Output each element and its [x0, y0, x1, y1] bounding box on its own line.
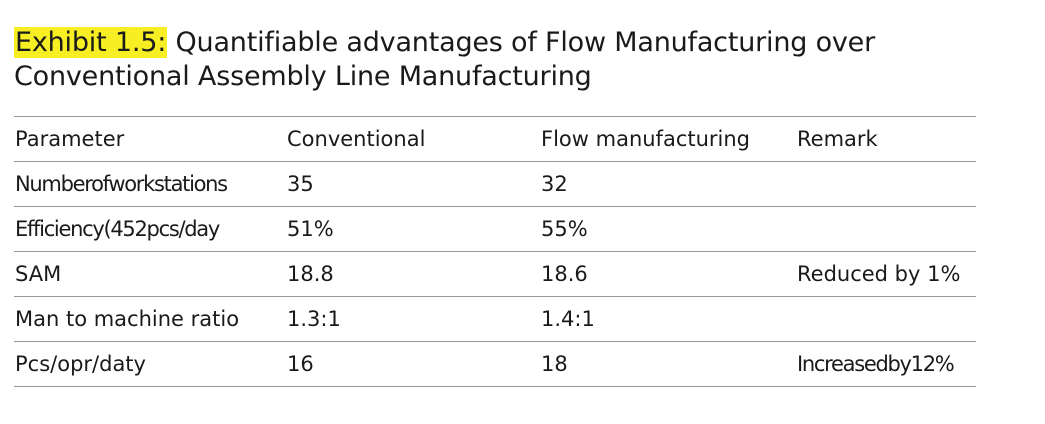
table-row: Pcs/opr/daty 16 18 Increasedby12%: [14, 341, 976, 387]
table-header-row: Parameter Conventional Flow manufacturin…: [14, 116, 976, 162]
table-cell-flow: 55%: [540, 206, 796, 252]
exhibit-title-line2: Conventional Assembly Line Manufacturing: [14, 61, 592, 92]
exhibit-label: Exhibit 1.5:: [14, 27, 168, 58]
table-cell-flow: 18: [540, 341, 796, 387]
table-row: Efficiency(452pcs/day 51% 55%: [14, 206, 976, 252]
table-cell-parameter: Numberofworkstations: [14, 161, 286, 207]
table-cell-conventional: 51%: [286, 206, 540, 252]
table-cell-remark: [796, 296, 976, 342]
table-cell-conventional: 1.3:1: [286, 296, 540, 342]
table-cell-parameter: Efficiency(452pcs/day: [14, 206, 286, 252]
table-row: Numberofworkstations 35 32: [14, 161, 976, 207]
exhibit-title: Exhibit 1.5: Quantifiable advantages of …: [14, 26, 1014, 94]
table-cell-parameter: Man to machine ratio: [14, 296, 286, 342]
table-cell-flow: 18.6: [540, 251, 796, 297]
table-cell-remark: Increasedby12%: [796, 341, 976, 387]
table-cell-conventional: 16: [286, 341, 540, 387]
exhibit-heading: Exhibit 1.5: Quantifiable advantages of …: [14, 26, 1014, 94]
table-cell-conventional: 35: [286, 161, 540, 207]
column-header-flow-manufacturing: Flow manufacturing: [540, 116, 796, 162]
table-cell-remark: Reduced by 1%: [796, 251, 976, 297]
table-cell-remark: [796, 206, 976, 252]
comparison-table: Parameter Conventional Flow manufacturin…: [14, 116, 976, 387]
table-cell-remark: [796, 161, 976, 207]
column-header-conventional: Conventional: [286, 116, 540, 162]
table-cell-flow: 1.4:1: [540, 296, 796, 342]
table-cell-flow: 32: [540, 161, 796, 207]
column-header-parameter: Parameter: [14, 116, 286, 162]
exhibit-title-line1: Quantifiable advantages of Flow Manufact…: [175, 27, 876, 58]
column-header-remark: Remark: [796, 116, 976, 162]
table-row: Man to machine ratio 1.3:1 1.4:1: [14, 296, 976, 342]
table-cell-parameter: SAM: [14, 251, 286, 297]
table-cell-parameter: Pcs/opr/daty: [14, 341, 286, 387]
table-cell-conventional: 18.8: [286, 251, 540, 297]
table-row: SAM 18.8 18.6 Reduced by 1%: [14, 251, 976, 297]
